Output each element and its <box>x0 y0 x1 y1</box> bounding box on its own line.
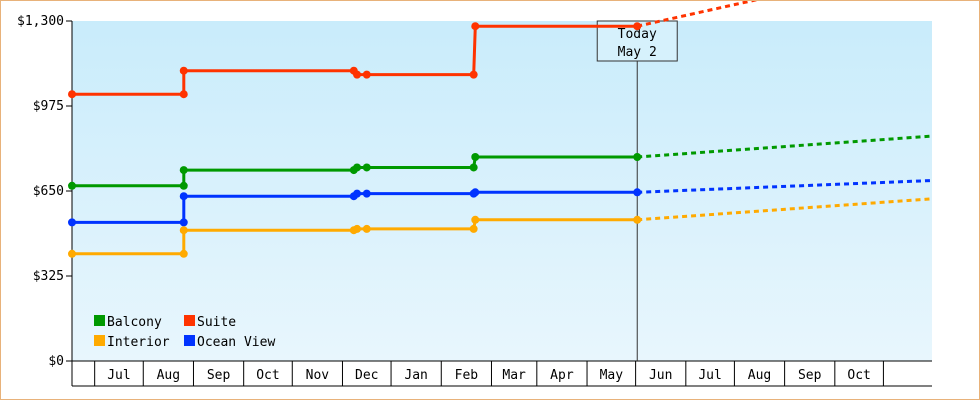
point-suite <box>353 70 362 79</box>
point-balcony <box>179 166 188 175</box>
legend-label-suite: Suite <box>197 315 236 330</box>
legend-swatch-balcony <box>94 315 105 326</box>
point-suite <box>633 22 642 31</box>
legend-label-balcony: Balcony <box>107 315 162 330</box>
x-tick-label: Nov <box>306 368 330 383</box>
point-suite <box>471 22 480 31</box>
projection-line-balcony <box>637 134 933 159</box>
axes: $0 $325 $650 $975 $1,300 Jul Aug Sep Oct Nov Dec Ja… <box>17 14 932 387</box>
point-ocean-view <box>68 218 76 227</box>
point-interior <box>362 224 371 233</box>
legend-swatch-ocean-view <box>184 335 195 346</box>
point-balcony <box>469 163 478 172</box>
x-tick-label: Jul <box>107 368 130 383</box>
y-tick-label: $1,300 <box>17 14 64 29</box>
x-tick-label: Sep <box>798 368 822 383</box>
point-suite <box>179 66 188 75</box>
point-suite <box>362 70 371 79</box>
point-balcony <box>68 181 76 190</box>
projection-line-ocean-view <box>637 179 933 194</box>
series-group <box>68 1 933 258</box>
y-tick-label: $975 <box>33 99 64 114</box>
point-balcony <box>179 181 188 190</box>
point-interior <box>68 249 76 258</box>
point-suite <box>179 90 188 99</box>
point-ocean-view <box>179 192 188 201</box>
x-tick-label: Aug <box>748 368 771 383</box>
point-balcony <box>471 153 480 161</box>
x-tick-label: Jun <box>649 368 672 383</box>
point-suite <box>469 70 478 79</box>
x-tick-label: Sep <box>207 368 231 383</box>
point-interior <box>353 224 362 233</box>
x-tick-label: Jul <box>698 368 721 383</box>
point-ocean-view <box>179 218 188 227</box>
point-balcony <box>362 163 371 172</box>
x-tick-label: Jan <box>404 368 427 383</box>
legend-label-ocean-view: Ocean View <box>197 335 275 350</box>
projection-line-interior <box>637 197 933 222</box>
point-ocean-view <box>362 189 371 198</box>
point-balcony <box>633 153 642 161</box>
x-tick-label: Oct <box>256 368 279 383</box>
y-tick-label: $650 <box>33 184 64 199</box>
x-tick-label: Oct <box>847 368 870 383</box>
point-interior <box>633 215 642 224</box>
point-ocean-view <box>471 188 480 197</box>
x-tick-label: Apr <box>550 368 574 383</box>
point-interior <box>471 215 480 224</box>
today-label-line2: May 2 <box>618 45 657 60</box>
x-tick-label: May <box>600 368 624 383</box>
legend-swatch-suite <box>184 315 195 326</box>
point-ocean-view <box>633 188 642 197</box>
y-tick-label: $325 <box>33 269 64 284</box>
point-interior <box>469 224 478 233</box>
legend: Balcony Suite Interior Ocean View <box>94 315 275 350</box>
x-tick-label: Feb <box>455 368 479 383</box>
x-tick-label: Aug <box>157 368 180 383</box>
x-tick-label: Dec <box>355 368 378 383</box>
legend-label-interior: Interior <box>107 335 170 350</box>
point-interior <box>179 249 188 258</box>
point-balcony <box>353 163 362 172</box>
point-ocean-view <box>353 189 362 198</box>
y-tick-label: $0 <box>48 354 64 369</box>
today-label-line1: Today <box>618 27 657 42</box>
x-tick-label: Mar <box>502 368 526 383</box>
point-interior <box>179 226 188 235</box>
point-suite <box>68 90 76 99</box>
legend-swatch-interior <box>94 335 105 346</box>
